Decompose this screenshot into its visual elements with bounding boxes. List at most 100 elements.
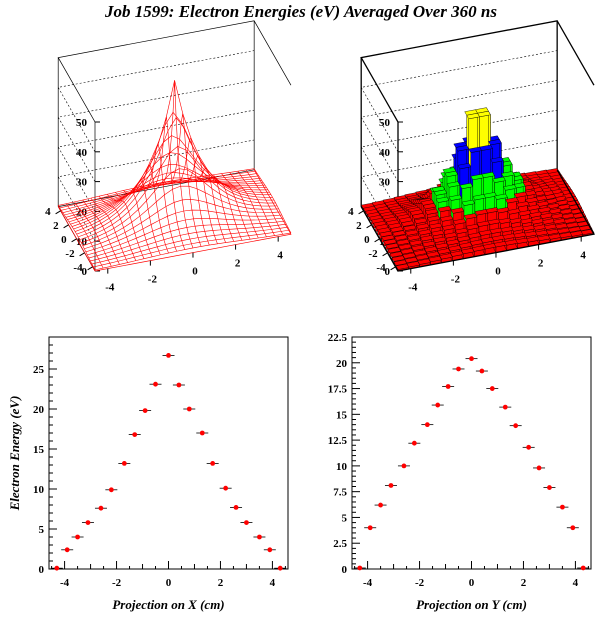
y-tick-label: 2.5 <box>333 538 347 550</box>
lego-column-top <box>448 245 462 252</box>
lego-column-top <box>454 227 469 235</box>
data-point <box>388 483 394 488</box>
lego-column-top <box>405 229 419 236</box>
lego-column-top <box>483 192 497 199</box>
lego-column-top <box>528 211 543 218</box>
lego-column-top <box>537 234 551 241</box>
lego-column-top <box>561 213 576 220</box>
lego-column-top <box>548 233 562 240</box>
x-tick-label: 0 <box>495 266 501 278</box>
x-tick-label: 4 <box>573 577 579 589</box>
lego-column-top <box>494 193 508 200</box>
lego-column-top <box>426 215 441 222</box>
plot-frame <box>351 336 592 570</box>
lego-column-top <box>533 224 547 231</box>
lego-column-top <box>518 210 532 217</box>
data-point <box>513 423 519 429</box>
lego-column-top <box>515 237 529 244</box>
lego-column-top <box>535 200 550 207</box>
lego-column-top <box>505 197 519 204</box>
lego-column-top <box>400 248 414 255</box>
lego-column-top <box>413 217 428 224</box>
lego-column-top <box>413 249 427 256</box>
lego-column-top <box>568 204 583 211</box>
lego-column-top <box>526 236 540 243</box>
data-point <box>176 382 182 388</box>
lego-column-top <box>395 263 410 270</box>
z-tick-label: 40 <box>379 147 391 159</box>
x-tick-label: -4 <box>408 282 418 294</box>
x-tick-label: -4 <box>363 577 373 589</box>
mesh-line <box>91 226 288 265</box>
y-tick-mark <box>79 252 85 257</box>
lego-column-top <box>402 252 416 259</box>
lego-column-top <box>439 215 454 222</box>
lego-column-top <box>535 229 549 236</box>
data-point <box>108 487 114 493</box>
lego-column-top <box>404 257 419 264</box>
z-tick-label: 30 <box>76 177 88 189</box>
lego-column-top <box>558 232 573 239</box>
x-tick-label: 2 <box>235 258 241 270</box>
lego-column-top <box>524 230 538 238</box>
lego-column-top <box>444 170 459 177</box>
data-point <box>357 565 363 571</box>
mesh-line <box>59 170 256 209</box>
lego-column-top <box>487 218 502 225</box>
data-point <box>98 505 104 511</box>
lego-column-top <box>477 110 491 118</box>
lego-column-top <box>531 218 545 225</box>
y-tick-label: -2 <box>368 248 378 260</box>
lego-column-top <box>424 208 439 215</box>
lego-column-top <box>563 217 578 224</box>
lego-column-top <box>467 232 482 239</box>
y-tick-mark <box>390 266 396 271</box>
y-tick-label: 20 <box>33 404 45 416</box>
data-point <box>132 432 138 437</box>
y-tick-label: 4 <box>348 206 354 218</box>
lego-column-top <box>559 208 574 215</box>
y-tick-label: 2 <box>356 220 362 232</box>
lego-column-top <box>492 176 506 183</box>
lego-column-top <box>418 229 432 236</box>
lego-column-top <box>541 218 556 225</box>
lego-column-top <box>448 194 463 201</box>
lego-column-top <box>390 226 404 233</box>
lego-column-top <box>420 235 434 242</box>
lego-column-top <box>443 232 458 239</box>
data-point <box>166 353 171 358</box>
lego-column-top <box>398 243 412 250</box>
lego-column-top <box>452 218 467 225</box>
y-tick-mark <box>55 210 61 215</box>
lego-column-top <box>422 240 436 247</box>
data-point <box>367 525 373 531</box>
lego-column-top <box>550 213 565 220</box>
lego-column-top <box>503 184 517 191</box>
lego-column-top <box>520 218 534 225</box>
y-tick-label: 5 <box>342 512 348 524</box>
lego-column-top <box>379 230 393 238</box>
lego-column-top <box>406 261 421 268</box>
z-tick-label: 0 <box>82 266 88 278</box>
z-tick-label: 50 <box>379 117 391 129</box>
x-tick-label: 4 <box>277 250 283 262</box>
mesh-line <box>58 168 255 206</box>
data-point <box>223 485 229 491</box>
y-tick-label: -4 <box>73 262 83 274</box>
lego-column-top <box>513 232 527 239</box>
y-tick-label: 25 <box>33 364 45 376</box>
x-tick-label: 2 <box>521 577 527 589</box>
lego-column-top <box>433 236 447 243</box>
projection-x-plot: -4 -2 0 2 4 0 5 10 15 20 25 Projection on X (cm) Ele… <box>7 336 289 612</box>
lego-column-top <box>428 255 442 263</box>
lego-column-top <box>552 218 567 225</box>
lego-column-top <box>411 213 426 220</box>
lego-column-top <box>450 250 464 257</box>
lego-column-top <box>441 224 456 231</box>
lego-column-top <box>446 181 461 188</box>
y-tick-label: 22.5 <box>328 332 348 344</box>
mesh-line <box>229 172 267 237</box>
data-point <box>199 430 205 436</box>
x-tick-label: 2 <box>218 577 224 589</box>
